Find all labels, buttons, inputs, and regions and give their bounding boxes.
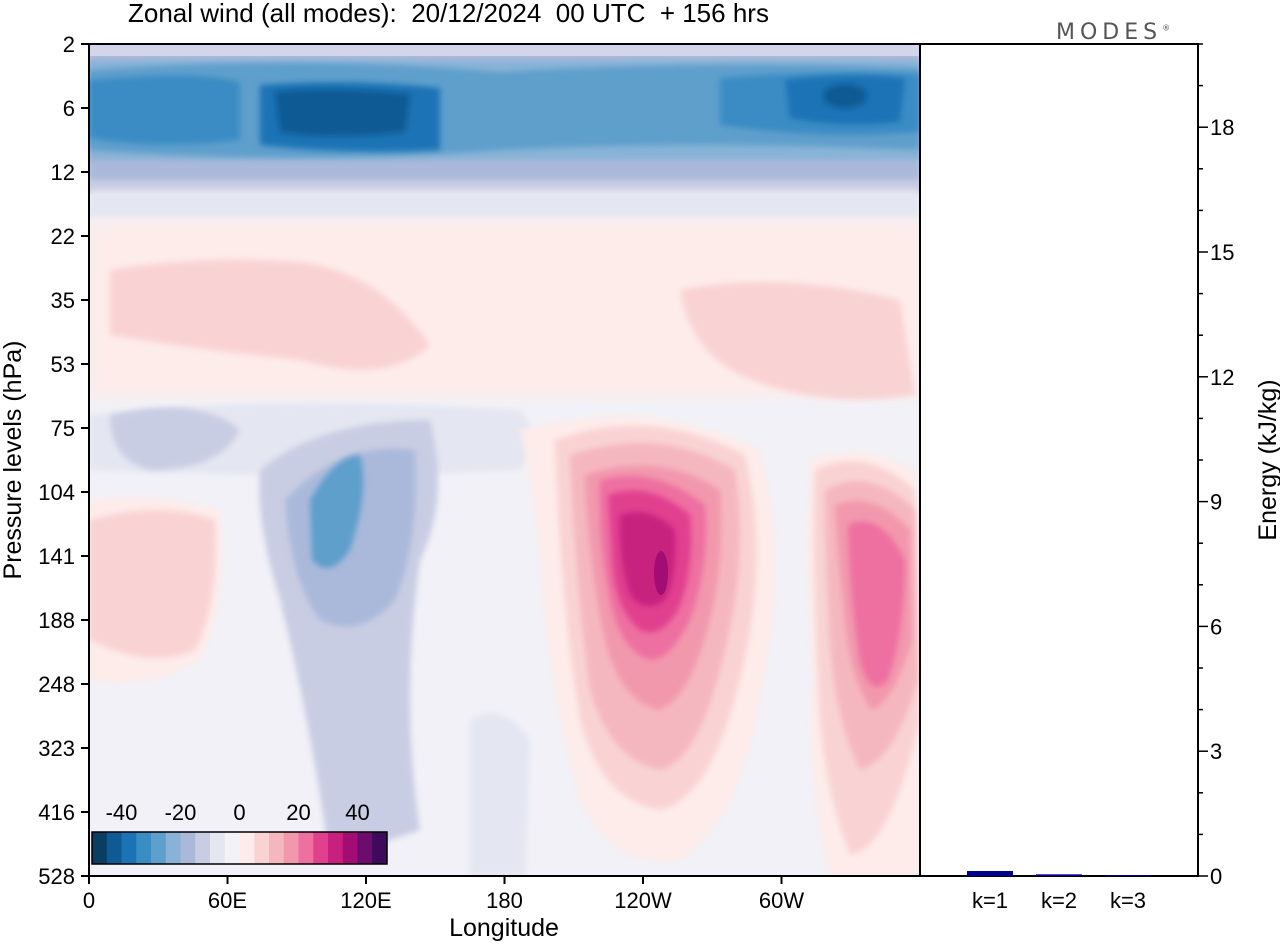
energy-bar-label: k=2 — [1041, 888, 1077, 913]
y-axis-label: Pressure levels (hPa) — [0, 341, 27, 580]
pressure-axis: 2 6 12 22 35 53 75 104 141 188 248 323 416 528 — [38, 32, 89, 889]
energy-tick-label: 9 — [1210, 490, 1222, 515]
x-tick-label: 120W — [614, 888, 672, 913]
y-tick-label: 12 — [51, 160, 75, 185]
colorbar-frame — [91, 831, 388, 865]
y-tick-label: 53 — [51, 352, 75, 377]
energy-tick-label: 3 — [1210, 739, 1222, 764]
energy-axis-label: Energy (kJ/kg) — [1254, 379, 1280, 540]
energy-bar — [1105, 875, 1151, 877]
colorbar-swatch — [165, 832, 181, 864]
colorbar-swatch — [298, 832, 314, 864]
energy-tick-label: 18 — [1210, 115, 1234, 140]
colorbar-swatch — [269, 832, 285, 864]
y-tick-label: 416 — [38, 800, 75, 825]
colorbar-swatch — [357, 832, 373, 864]
y-tick-label: 248 — [38, 672, 75, 697]
heatmap-field — [89, 44, 920, 876]
colorbar-swatch — [136, 832, 152, 864]
energy-tick-label: 15 — [1210, 240, 1234, 265]
energy-bars: k=1 k=2 k=3 — [967, 871, 1151, 913]
colorbar-tick-label: -20 — [165, 800, 197, 825]
colorbar: -40 -20 0 20 40 — [91, 800, 388, 865]
energy-bar — [1036, 874, 1082, 876]
x-tick-label: 180 — [486, 888, 523, 913]
y-tick-label: 35 — [51, 288, 75, 313]
energy-bar-label: k=1 — [972, 888, 1008, 913]
colorbar-swatch — [328, 832, 344, 864]
x-tick-label: 60W — [759, 888, 804, 913]
y-tick-label: 22 — [51, 224, 75, 249]
energy-panel-frame — [919, 43, 1199, 877]
colorbar-tick-label: 20 — [286, 800, 310, 825]
colorbar-swatch — [254, 832, 270, 864]
y-tick-label: 188 — [38, 608, 75, 633]
chart-title: Zonal wind (all modes): 20/12/2024 00 UT… — [128, 0, 769, 28]
energy-bar — [967, 871, 1013, 876]
colorbar-swatch — [372, 832, 388, 864]
colorbar-swatch — [121, 832, 137, 864]
energy-bar-label: k=3 — [1110, 888, 1146, 913]
x-tick-label: 60E — [208, 888, 247, 913]
y-tick-label: 2 — [63, 32, 75, 57]
colorbar-swatch — [313, 832, 329, 864]
colorbar-tick-label: -40 — [106, 800, 138, 825]
energy-axis: 0 3 6 9 12 15 18 — [1198, 43, 1234, 889]
x-tick-label: 0 — [83, 888, 95, 913]
energy-tick-label: 6 — [1210, 614, 1222, 639]
energy-tick-label: 12 — [1210, 365, 1234, 390]
y-tick-label: 104 — [38, 480, 75, 505]
colorbar-swatch — [224, 832, 240, 864]
modes-logo: MODES® — [1056, 20, 1171, 45]
y-tick-label: 6 — [63, 96, 75, 121]
colorbar-swatch — [239, 832, 255, 864]
colorbar-swatch — [342, 832, 358, 864]
x-axis-label: Longitude — [449, 914, 559, 942]
colorbar-swatch — [106, 832, 122, 864]
colorbar-swatch — [180, 832, 196, 864]
colorbar-swatch — [92, 832, 108, 864]
colorbar-swatch — [195, 832, 211, 864]
colorbar-swatch — [210, 832, 226, 864]
y-tick-label: 75 — [51, 416, 75, 441]
x-tick-label: 120E — [340, 888, 391, 913]
y-tick-label: 141 — [38, 544, 75, 569]
colorbar-swatch — [151, 832, 167, 864]
y-tick-label: 528 — [38, 864, 75, 889]
energy-tick-label: 0 — [1210, 864, 1222, 889]
longitude-axis: 0 60E 120E 180 120W 60W — [83, 876, 804, 913]
y-tick-label: 323 — [38, 736, 75, 761]
colorbar-tick-label: 0 — [233, 800, 245, 825]
colorbar-tick-label: 40 — [345, 800, 369, 825]
colorbar-swatch — [283, 832, 299, 864]
